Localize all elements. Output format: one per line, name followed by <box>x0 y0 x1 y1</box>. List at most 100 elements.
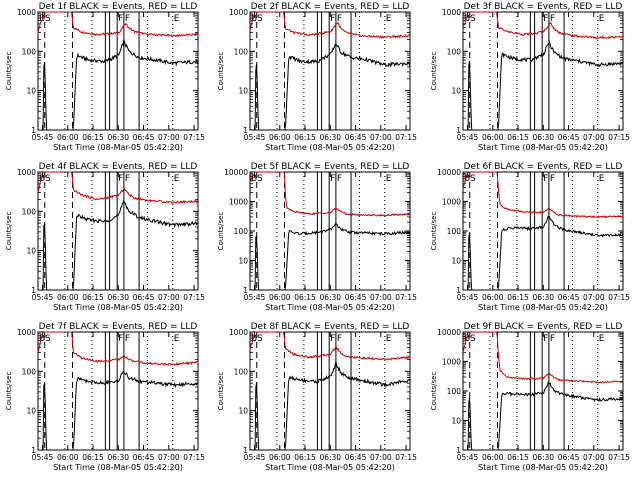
y-axis-label: Counts/sec <box>430 212 438 251</box>
x-tick-label: 06:15 <box>294 453 316 462</box>
x-tick-label: 06:15 <box>294 293 316 302</box>
x-axis-label: Start Time (08-Mar-05 05:42:20) <box>53 463 183 472</box>
y-tick-label: 100 <box>234 47 249 56</box>
interval-marker-label: F <box>543 174 548 184</box>
y-tick-label: 100 <box>22 367 37 376</box>
x-tick-label: 06:45 <box>345 453 367 462</box>
panel-det-5f: Det 5f BLACK = Events, RED = LLD 1 10 100 10… <box>217 162 417 312</box>
x-tick-label: 06:30 <box>319 293 341 302</box>
x-tick-label: 07:15 <box>395 293 417 302</box>
x-tick-label: 06:45 <box>133 293 155 302</box>
interval-marker-label: F <box>337 174 342 184</box>
interval-marker-label: E <box>174 174 180 184</box>
x-tick-label: 06:00 <box>57 453 79 462</box>
y-tick-label: 1 <box>31 286 36 295</box>
y-tick-label: 1 <box>31 126 36 135</box>
y-tick-label: 1 <box>243 446 248 455</box>
x-tick-label: 06:00 <box>482 293 504 302</box>
interval-marker-label: F <box>125 14 130 24</box>
x-axis-label: Start Time (08-Mar-05 05:42:20) <box>53 143 183 152</box>
plot-frame <box>37 171 199 291</box>
interval-marker-label: E <box>386 174 392 184</box>
interval-marker-label: F <box>125 174 130 184</box>
x-tick-label: 07:15 <box>395 133 417 142</box>
y-axis-label: Counts/sec <box>5 372 13 411</box>
x-tick-label: 06:15 <box>294 133 316 142</box>
x-tick-label: 06:00 <box>57 293 79 302</box>
interval-marker-label: F <box>550 334 555 344</box>
series-events-line <box>38 198 199 291</box>
chart-title: Det 2f BLACK = Events, RED = LLD <box>251 2 410 12</box>
y-tick-label: 100 <box>447 47 462 56</box>
chart-title: Det 6f BLACK = Events, RED = LLD <box>464 162 623 172</box>
y-tick-label: 1000 <box>442 198 461 207</box>
interval-marker-label: F <box>330 334 335 344</box>
interval-marker-label: F <box>543 334 548 344</box>
y-tick-label: 10000 <box>224 168 248 177</box>
x-tick-label: 06:15 <box>82 293 104 302</box>
interval-marker-label: E <box>174 14 180 24</box>
x-tick-label: 07:15 <box>183 133 205 142</box>
x-tick-label: 07:15 <box>395 453 417 462</box>
y-tick-label: 1 <box>456 286 461 295</box>
x-tick-label: 05:45 <box>244 133 266 142</box>
x-tick-label: 07:00 <box>158 133 180 142</box>
y-tick-label: 10 <box>238 87 248 96</box>
x-tick-label: 06:15 <box>82 133 104 142</box>
chart-title: Det 5f BLACK = Events, RED = LLD <box>251 162 410 172</box>
y-tick-label: 100 <box>447 387 462 396</box>
y-tick-label: 1000 <box>442 8 461 17</box>
y-tick-label: 10 <box>26 247 36 256</box>
interval-marker-label: BS <box>464 174 476 184</box>
plot-frame <box>37 331 199 451</box>
interval-marker-label: BS <box>251 174 263 184</box>
series-events-line <box>250 361 411 451</box>
interval-marker-label: E <box>599 174 605 184</box>
interval-marker-label: BS <box>464 14 476 24</box>
x-tick-label: 07:15 <box>608 133 630 142</box>
interval-marker-label: E <box>174 334 180 344</box>
x-tick-label: 07:00 <box>583 133 605 142</box>
x-tick-label: 06:45 <box>345 133 367 142</box>
x-tick-label: 06:45 <box>133 133 155 142</box>
x-tick-label: 06:00 <box>269 293 291 302</box>
series-lld-line <box>37 331 199 366</box>
x-axis-label: Start Time (08-Mar-05 05:42:20) <box>478 463 608 472</box>
interval-marker-label: BS <box>251 14 263 24</box>
interval-marker-label: F <box>330 14 335 24</box>
y-axis-label: Counts/sec <box>5 212 13 251</box>
x-axis-label: Start Time (08-Mar-05 05:42:20) <box>265 463 395 472</box>
x-tick-label: 06:15 <box>507 133 529 142</box>
x-tick-label: 05:45 <box>457 453 479 462</box>
series-events-line <box>250 222 411 291</box>
plot-frame <box>37 11 199 131</box>
panel-det-4f: Det 4f BLACK = Events, RED = LLD 1 10 100 10… <box>5 162 205 312</box>
x-axis-label: Start Time (08-Mar-05 05:42:20) <box>265 303 395 312</box>
y-axis-label: Counts/sec <box>217 372 225 411</box>
x-tick-label: 06:30 <box>107 293 129 302</box>
x-tick-label: 06:30 <box>532 133 554 142</box>
chart-title: Det 9f BLACK = Events, RED = LLD <box>464 322 623 332</box>
x-tick-label: 07:15 <box>183 293 205 302</box>
y-tick-label: 1000 <box>17 8 36 17</box>
y-tick-label: 1 <box>243 126 248 135</box>
interval-marker-label: E <box>599 334 605 344</box>
x-tick-label: 07:00 <box>370 133 392 142</box>
chart-title: Det 7f BLACK = Events, RED = LLD <box>39 322 198 332</box>
series-events-line <box>38 39 199 131</box>
y-tick-label: 1000 <box>229 328 248 337</box>
x-tick-label: 05:45 <box>244 293 266 302</box>
x-tick-label: 06:15 <box>507 453 529 462</box>
y-tick-label: 1000 <box>17 328 36 337</box>
y-tick-label: 1000 <box>442 358 461 367</box>
interval-marker-label: F <box>550 14 555 24</box>
interval-marker-label: BS <box>251 334 263 344</box>
y-tick-label: 10 <box>451 87 461 96</box>
y-tick-label: 1000 <box>17 168 36 177</box>
interval-marker-label: E <box>599 14 605 24</box>
series-lld-line <box>37 171 199 204</box>
interval-marker-label: F <box>330 174 335 184</box>
x-tick-label: 07:00 <box>583 453 605 462</box>
series-events-line <box>250 42 411 131</box>
interval-marker-label: F <box>118 14 123 24</box>
